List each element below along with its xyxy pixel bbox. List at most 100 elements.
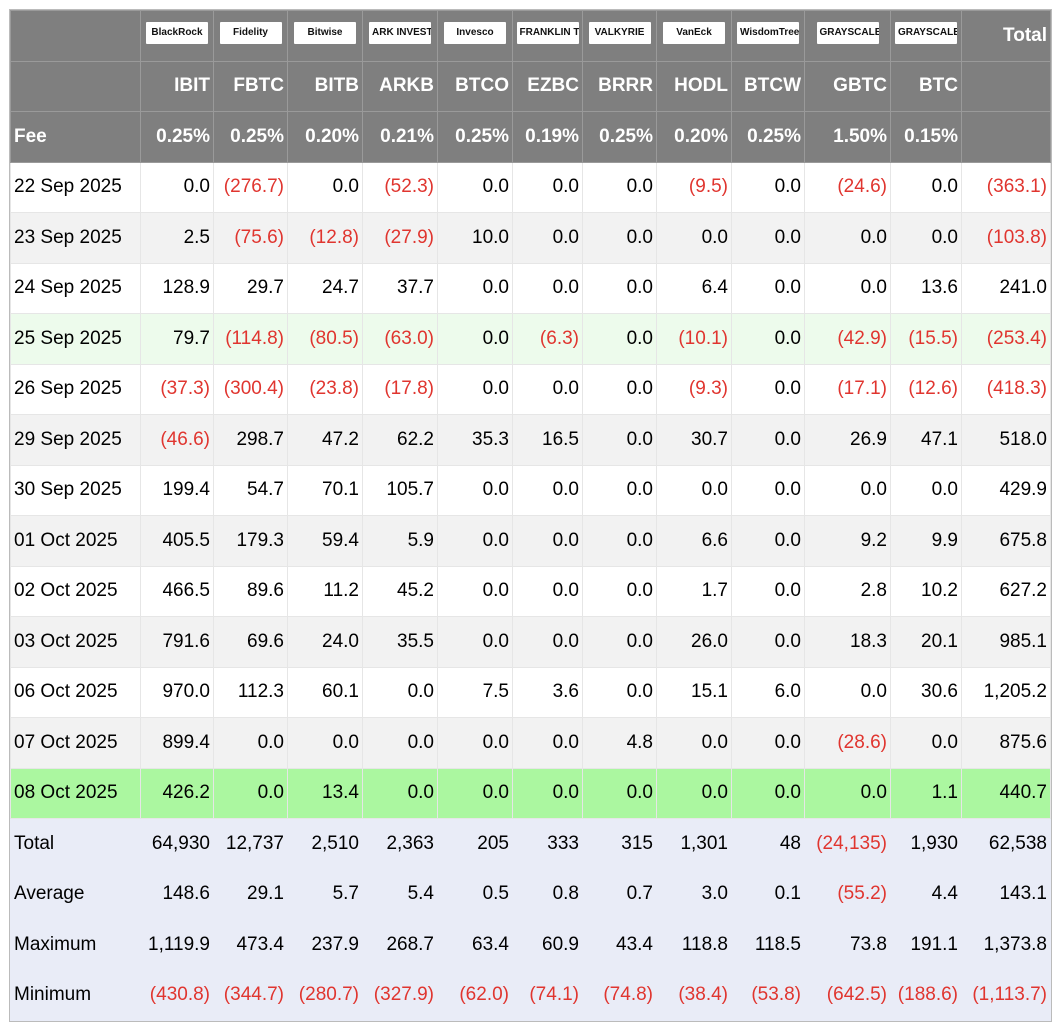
flow-value: 0.0	[582, 666, 657, 718]
summary-value: (344.7)	[213, 969, 288, 1021]
logo-cell: GRAYSCALE	[890, 10, 962, 62]
summary-value: 191.1	[890, 919, 962, 971]
flow-value: 30.6	[890, 666, 962, 718]
flow-value: 35.3	[437, 414, 513, 466]
summary-value: 3.0	[656, 868, 732, 920]
total-header: Total	[961, 10, 1051, 62]
flow-value: (75.6)	[213, 212, 288, 264]
ticker: ARKB	[362, 60, 438, 112]
flow-value: 0.0	[656, 767, 732, 819]
date: 02 Oct 2025	[10, 565, 141, 617]
flow-value: 0.0	[362, 666, 438, 718]
summary-value: 43.4	[582, 919, 657, 971]
flow-value: 20.1	[890, 616, 962, 668]
flow-value: 1.7	[656, 565, 732, 617]
summary-value: 268.7	[362, 919, 438, 971]
issuer-logo: GRAYSCALE	[895, 21, 957, 44]
summary-value: 62,538	[961, 818, 1051, 870]
flow-value: 0.0	[287, 717, 363, 769]
summary-value: 63.4	[437, 919, 513, 971]
date: 25 Sep 2025	[10, 313, 141, 365]
summary-value: 1,301	[656, 818, 732, 870]
summary-value: 237.9	[287, 919, 363, 971]
ticker: FBTC	[213, 60, 288, 112]
flow-value: 0.0	[731, 414, 805, 466]
summary-value: 205	[437, 818, 513, 870]
summary-value: (642.5)	[804, 969, 891, 1021]
flow-value: 112.3	[213, 666, 288, 718]
logo-cell: GRAYSCALE	[804, 10, 891, 62]
ticker: GBTC	[804, 60, 891, 112]
flow-value: 0.0	[437, 515, 513, 567]
flow-value: 179.3	[213, 515, 288, 567]
summary-value: (74.1)	[512, 969, 583, 1021]
flow-value: 7.5	[437, 666, 513, 718]
fee: 0.25%	[213, 111, 288, 163]
ticker: BTCO	[437, 60, 513, 112]
flow-value: 0.0	[512, 565, 583, 617]
flow-value: (114.8)	[213, 313, 288, 365]
summary-value: 118.8	[656, 919, 732, 971]
flow-value: 298.7	[213, 414, 288, 466]
flow-value: 0.0	[437, 616, 513, 668]
summary-value: (327.9)	[362, 969, 438, 1021]
flow-value: 0.0	[804, 666, 891, 718]
data-row: 07 Oct 2025 899.4 0.0 0.0 0.0 0.0 0.0 4.8 0.0 0.0…	[10, 717, 1051, 769]
summary-label: Total	[10, 818, 141, 870]
flow-value: 0.0	[582, 262, 657, 314]
flow-value: 426.2	[140, 767, 214, 819]
ticker: BTCW	[731, 60, 805, 112]
flow-value: 0.0	[512, 717, 583, 769]
flow-value: 466.5	[140, 565, 214, 617]
flow-value: (28.6)	[804, 717, 891, 769]
flow-value: 0.0	[287, 161, 363, 213]
summary-value: (24,135)	[804, 818, 891, 870]
flow-value: 0.0	[890, 212, 962, 264]
flow-value: 791.6	[140, 616, 214, 668]
logo-cell: WisdomTree	[731, 10, 805, 62]
blank-cell	[10, 10, 141, 62]
flow-value: 47.1	[890, 414, 962, 466]
flow-value: 970.0	[140, 666, 214, 718]
flow-value: 79.7	[140, 313, 214, 365]
flow-value: 0.0	[731, 212, 805, 264]
flow-value: 6.4	[656, 262, 732, 314]
flow-value: (42.9)	[804, 313, 891, 365]
summary-value: 2,510	[287, 818, 363, 870]
data-row: 30 Sep 2025 199.4 54.7 70.1 105.7 0.0 0.0 0.0 0.…	[10, 464, 1051, 516]
ticker: BTC	[890, 60, 962, 112]
flow-value: 0.0	[731, 464, 805, 516]
flow-value: 0.0	[437, 262, 513, 314]
flow-value: 0.0	[731, 717, 805, 769]
flow-value: 15.1	[656, 666, 732, 718]
blank-cell	[961, 111, 1051, 163]
summary-value: 0.7	[582, 868, 657, 920]
summary-value: 73.8	[804, 919, 891, 971]
flow-value: 0.0	[731, 515, 805, 567]
summary-label: Minimum	[10, 969, 141, 1021]
data-row: 25 Sep 2025 79.7 (114.8) (80.5) (63.0) 0.0 (6.…	[10, 313, 1051, 365]
flow-value: (6.3)	[512, 313, 583, 365]
flow-value: 18.3	[804, 616, 891, 668]
summary-row: Average 148.6 29.1 5.7 5.4 0.5 0.8 0.7 3.0 0.1 (55…	[10, 868, 1051, 920]
fee: 0.19%	[512, 111, 583, 163]
summary-value: (53.8)	[731, 969, 805, 1021]
flow-value: 10.2	[890, 565, 962, 617]
flow-value: (9.5)	[656, 161, 732, 213]
flow-value: 47.2	[287, 414, 363, 466]
summary-value: (38.4)	[656, 969, 732, 1021]
data-row: 23 Sep 2025 2.5 (75.6) (12.8) (27.9) 10.0 0.0 0…	[10, 212, 1051, 264]
flow-value: (80.5)	[287, 313, 363, 365]
flow-value: 0.0	[731, 363, 805, 415]
fee: 0.21%	[362, 111, 438, 163]
issuer-logo: FRANKLIN TEMPLETON	[516, 21, 579, 44]
data-row: 08 Oct 2025 426.2 0.0 13.4 0.0 0.0 0.0 0.0 0.0 0.…	[10, 767, 1051, 819]
flow-value: 0.0	[437, 464, 513, 516]
summary-value: 2,363	[362, 818, 438, 870]
summary-value: 60.9	[512, 919, 583, 971]
date: 01 Oct 2025	[10, 515, 141, 567]
flow-value: (10.1)	[656, 313, 732, 365]
data-row: 22 Sep 2025 0.0 (276.7) 0.0 (52.3) 0.0 0.0 0.0(…	[10, 161, 1051, 213]
flow-value: 0.0	[582, 515, 657, 567]
flow-value: 24.7	[287, 262, 363, 314]
